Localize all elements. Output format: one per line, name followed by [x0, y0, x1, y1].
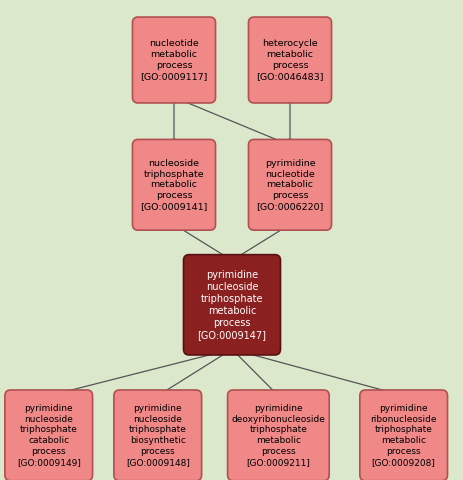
Text: nucleoside
triphosphate
metabolic
process
[GO:0009141]: nucleoside triphosphate metabolic proces…: [140, 159, 207, 211]
FancyBboxPatch shape: [132, 139, 215, 230]
Text: heterocycle
metabolic
process
[GO:0046483]: heterocycle metabolic process [GO:004648…: [256, 39, 323, 81]
Text: pyrimidine
nucleoside
triphosphate
biosynthetic
process
[GO:0009148]: pyrimidine nucleoside triphosphate biosy…: [125, 404, 189, 467]
FancyBboxPatch shape: [114, 390, 201, 480]
FancyBboxPatch shape: [5, 390, 93, 480]
FancyBboxPatch shape: [227, 390, 328, 480]
Text: pyrimidine
ribonucleoside
triphosphate
metabolic
process
[GO:0009208]: pyrimidine ribonucleoside triphosphate m…: [369, 404, 436, 467]
Text: pyrimidine
nucleoside
triphosphate
metabolic
process
[GO:0009147]: pyrimidine nucleoside triphosphate metab…: [197, 270, 266, 340]
Text: pyrimidine
deoxyribonucleoside
triphosphate
metabolic
process
[GO:0009211]: pyrimidine deoxyribonucleoside triphosph…: [231, 404, 325, 467]
Text: pyrimidine
nucleotide
metabolic
process
[GO:0006220]: pyrimidine nucleotide metabolic process …: [256, 159, 323, 211]
Text: nucleotide
metabolic
process
[GO:0009117]: nucleotide metabolic process [GO:0009117…: [140, 39, 207, 81]
FancyBboxPatch shape: [183, 255, 280, 355]
Text: pyrimidine
nucleoside
triphosphate
catabolic
process
[GO:0009149]: pyrimidine nucleoside triphosphate catab…: [17, 404, 81, 467]
FancyBboxPatch shape: [359, 390, 446, 480]
FancyBboxPatch shape: [132, 17, 215, 103]
FancyBboxPatch shape: [248, 139, 331, 230]
FancyBboxPatch shape: [248, 17, 331, 103]
